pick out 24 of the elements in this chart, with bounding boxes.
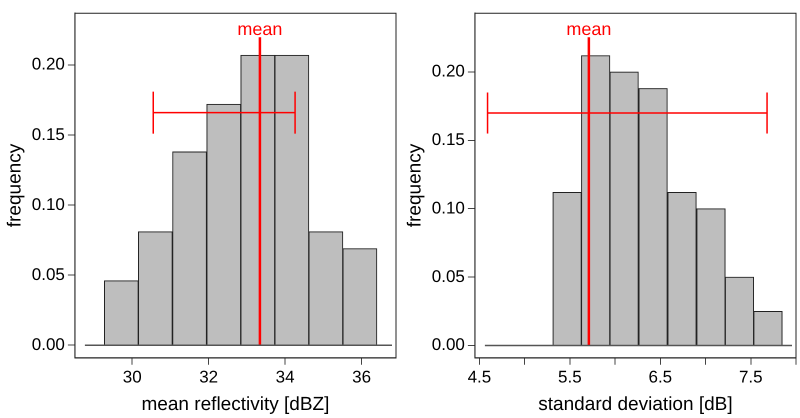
x-axis-title: mean reflectivity [dBZ]	[141, 394, 330, 415]
y-axis-title: frequency	[404, 143, 426, 228]
y-tick-label: 0.10	[432, 198, 465, 218]
y-tick-label: 0.20	[32, 54, 65, 74]
x-tick-label: 36	[352, 368, 372, 387]
x-tick-label: 5.5	[558, 368, 582, 387]
ref-line-label: mean	[237, 19, 282, 40]
y-tick-label: 0.15	[432, 130, 465, 150]
y-tick-label: 0.05	[432, 266, 465, 286]
y-tick-label: 0.00	[432, 335, 465, 354]
y-tick-label: 0.15	[32, 124, 65, 144]
y-tick-label: 0.20	[432, 62, 465, 81]
x-tick-label: 32	[199, 368, 218, 387]
y-tick-label: 0.00	[32, 334, 65, 354]
y-tick-label: 0.10	[32, 194, 65, 214]
x-tick-label: 30	[122, 368, 142, 387]
x-tick-label: 7.5	[738, 368, 763, 387]
x-axis-title: standard deviation [dB]	[538, 394, 733, 415]
y-tick-label: 0.05	[32, 264, 65, 284]
x-tick-label: 4.5	[468, 368, 492, 387]
ref-line-label: mean	[566, 19, 612, 40]
x-tick-label: 6.5	[648, 368, 672, 387]
y-axis-title: frequency	[4, 143, 26, 228]
x-tick-label: 34	[276, 368, 295, 387]
